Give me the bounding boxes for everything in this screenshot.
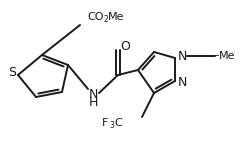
Text: N: N [177, 49, 187, 62]
Text: 3: 3 [109, 122, 114, 131]
Text: CO: CO [87, 12, 103, 22]
Text: Me: Me [108, 12, 125, 22]
Text: H: H [88, 97, 98, 109]
Text: Me: Me [219, 51, 235, 61]
Text: N: N [88, 89, 98, 102]
Text: N: N [177, 75, 187, 89]
Text: S: S [8, 66, 16, 80]
Text: C: C [114, 118, 122, 128]
Text: –: – [213, 50, 219, 60]
Text: 2: 2 [103, 16, 108, 24]
Text: F: F [102, 118, 108, 128]
Text: O: O [120, 40, 130, 53]
